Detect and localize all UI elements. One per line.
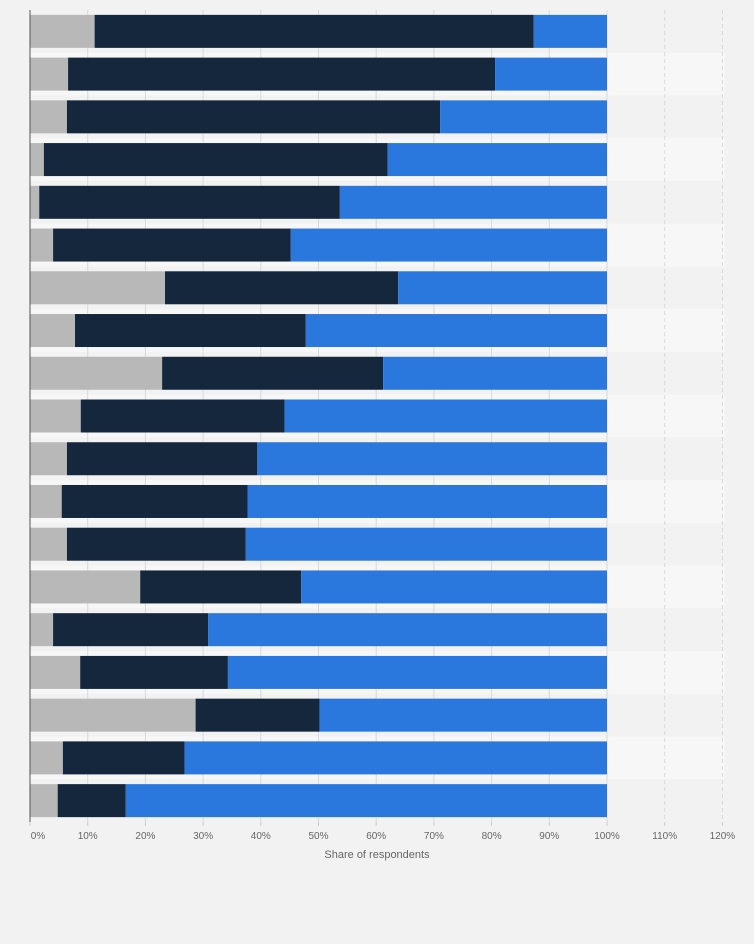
- x-tick-label: 40%: [251, 831, 271, 842]
- bar-segment: [61, 484, 248, 518]
- bar-segment: [94, 14, 534, 48]
- x-tick-label: 120%: [710, 831, 736, 842]
- bar-segment: [284, 399, 607, 433]
- bar-segment: [30, 613, 54, 647]
- bar-segment: [30, 100, 67, 134]
- bar-segment: [75, 314, 306, 348]
- bar-segment: [53, 228, 291, 262]
- bar-segment: [30, 784, 58, 818]
- bar-segment: [301, 570, 607, 604]
- bar-segment: [257, 442, 607, 476]
- bar-segment: [208, 613, 607, 647]
- bar-segment: [440, 100, 607, 134]
- x-tick-label: 20%: [135, 831, 155, 842]
- bar-segment: [80, 655, 228, 689]
- bar-segment: [184, 741, 608, 775]
- x-axis: 0% 10% 20% 30% 40% 50% 60% 70% 80% 90% 100% 110% 120…: [29, 10, 736, 842]
- bar-segment: [195, 698, 320, 732]
- x-axis-title: Share of respondents: [324, 849, 430, 861]
- x-tick-label: 90%: [539, 831, 559, 842]
- bar-segment: [30, 527, 67, 561]
- bar-segment: [387, 143, 607, 177]
- bar-segment: [68, 57, 496, 91]
- bar-segment: [57, 784, 126, 818]
- bar-segment: [533, 14, 607, 48]
- bar-segment: [305, 314, 607, 348]
- bar-segment: [30, 484, 62, 518]
- bar-segment: [30, 185, 40, 219]
- x-tick-label: 110%: [652, 831, 677, 842]
- bar-segment: [290, 228, 607, 262]
- bar-segment: [140, 570, 302, 604]
- bar-segment: [339, 185, 607, 219]
- bar-segment: [80, 399, 285, 433]
- bar-segment: [165, 271, 399, 305]
- bar-segment: [227, 655, 607, 689]
- bar-segment: [53, 613, 209, 647]
- bar-segment: [383, 356, 607, 390]
- bar-segment: [30, 570, 141, 604]
- x-tick-label: 70%: [424, 831, 444, 842]
- x-tick-label: 80%: [482, 831, 502, 842]
- x-tick-label: 50%: [308, 831, 328, 842]
- bar-segment: [30, 14, 95, 48]
- bar-segment: [247, 484, 608, 518]
- bar-segment: [30, 228, 54, 262]
- bar-segment: [62, 741, 185, 775]
- x-tick-label: 0%: [31, 831, 46, 842]
- x-tick-label: 60%: [366, 831, 386, 842]
- bar-segment: [30, 698, 196, 732]
- bar-segment: [30, 741, 63, 775]
- x-tick-label: 10%: [78, 831, 98, 842]
- bar-segment: [30, 442, 67, 476]
- bar-segment: [30, 399, 81, 433]
- bar-segment: [39, 185, 340, 219]
- bar-segment: [30, 143, 44, 177]
- bar-segment: [30, 271, 166, 305]
- bar-segment: [495, 57, 607, 91]
- bar-segment: [245, 527, 607, 561]
- x-tick-label: 100%: [594, 831, 620, 842]
- x-tick-label: 30%: [193, 831, 213, 842]
- bar-segment: [30, 356, 163, 390]
- bar-segment: [66, 100, 441, 134]
- bar-segment: [319, 698, 607, 732]
- bars: [30, 14, 608, 818]
- bar-segment: [162, 356, 384, 390]
- bar-segment: [66, 442, 258, 476]
- bar-segment: [66, 527, 246, 561]
- bar-segment: [30, 655, 81, 689]
- bar-segment: [43, 143, 388, 177]
- bar-segment: [30, 57, 69, 91]
- bar-segment: [398, 271, 607, 305]
- bar-segment: [30, 314, 76, 348]
- bar-segment: [125, 784, 608, 818]
